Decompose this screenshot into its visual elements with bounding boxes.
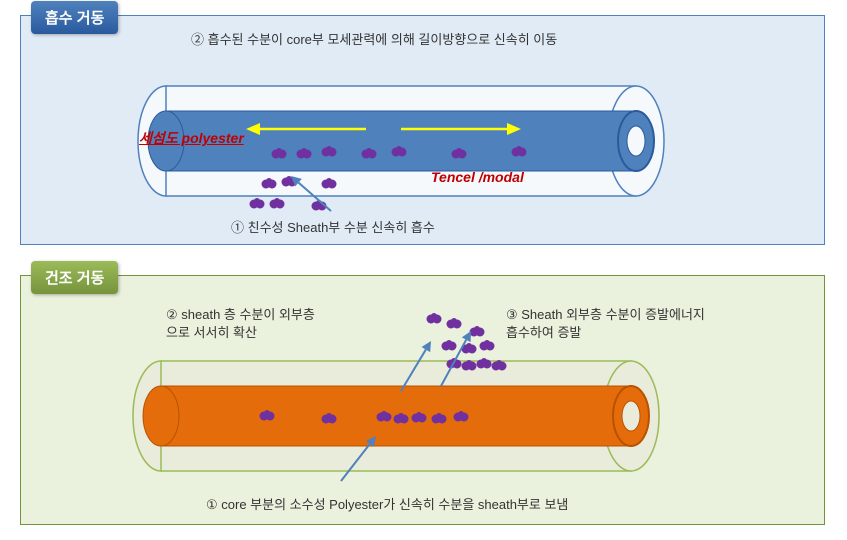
polyester-label: 세섬도 polyester	[139, 129, 244, 149]
tencel-label-text: Tencel /modal	[431, 169, 524, 185]
annotation-top-right: ③ Sheath 외부층 수분이 증발에너지 흡수하여 증발	[506, 288, 705, 343]
tencel-label: Tencel /modal	[431, 168, 524, 188]
inner-cap-left-2	[143, 386, 179, 446]
annotation-top-text: ② 흡수된 수분이 core부 모세관력에 의해 길이방향으로 신속히 이동	[191, 32, 557, 47]
inner-cap-right-hole-2	[622, 401, 640, 431]
polyester-label-text: 세섬도 polyester	[139, 130, 244, 146]
moisture-blob	[321, 144, 337, 156]
moisture-blob	[411, 410, 427, 422]
moisture-blob	[321, 176, 337, 188]
moisture-blob	[391, 144, 407, 156]
flow-arrow	[401, 121, 521, 137]
moisture-blob	[476, 356, 492, 368]
moisture-blob	[479, 338, 495, 350]
moisture-blob	[441, 338, 457, 350]
moisture-blob	[469, 324, 485, 336]
moisture-blob	[461, 341, 477, 353]
annotation-bottom-2-text: ① core 부분의 소수성 Polyester가 신속히 수분을 sheath…	[206, 497, 568, 512]
moisture-blob	[269, 196, 285, 208]
absorption-title-text: 흡수 거동	[45, 10, 104, 27]
annotation-top-left-text: ② sheath 층 수분이 외부층 으로 서서히 확산	[166, 307, 315, 340]
moisture-blob	[361, 146, 377, 158]
moisture-blob	[296, 146, 312, 158]
drying-panel: 건조 거동 ② sheath 층 수분이 외부층 으로 서서히 확산 ③ She…	[20, 275, 825, 525]
moisture-blob	[376, 409, 392, 421]
moisture-blob	[426, 311, 442, 323]
moisture-blob	[453, 409, 469, 421]
moisture-blob	[259, 408, 275, 420]
absorption-panel: 흡수 거동 ② 흡수된 수분이 core부 모세관력에 의해 길이방향으로 신속…	[20, 15, 825, 245]
moisture-blob	[393, 411, 409, 423]
annotation-top: ② 흡수된 수분이 core부 모세관력에 의해 길이방향으로 신속히 이동	[191, 31, 557, 49]
annotation-bottom-1: ① 친수성 Sheath부 수분 신속히 흡수	[231, 219, 435, 237]
moisture-blob	[271, 146, 287, 158]
moisture-blob	[431, 411, 447, 423]
annotation-bottom-2: ① core 부분의 소수성 Polyester가 신속히 수분을 sheath…	[206, 496, 568, 514]
annotation-top-right-text: ③ Sheath 외부층 수분이 증발에너지 흡수하여 증발	[506, 307, 705, 340]
moisture-blob	[491, 358, 507, 370]
moisture-blob	[261, 176, 277, 188]
moisture-blob	[311, 198, 327, 210]
moisture-blob	[451, 146, 467, 158]
annotation-bottom-1-text: ① 친수성 Sheath부 수분 신속히 흡수	[231, 220, 435, 235]
moisture-blob	[446, 316, 462, 328]
moisture-blob	[511, 144, 527, 156]
inner-cap-right-hole	[627, 126, 645, 156]
moisture-blob	[249, 196, 265, 208]
moisture-blob	[281, 174, 297, 186]
annotation-top-left: ② sheath 층 수분이 외부층 으로 서서히 확산	[166, 288, 315, 343]
moisture-blob	[446, 356, 462, 368]
flow-arrow	[246, 121, 366, 137]
moisture-blob	[321, 411, 337, 423]
moisture-blob	[461, 358, 477, 370]
absorption-title: 흡수 거동	[31, 1, 118, 34]
drying-title: 건조 거동	[31, 261, 118, 294]
drying-title-text: 건조 거동	[45, 270, 104, 287]
